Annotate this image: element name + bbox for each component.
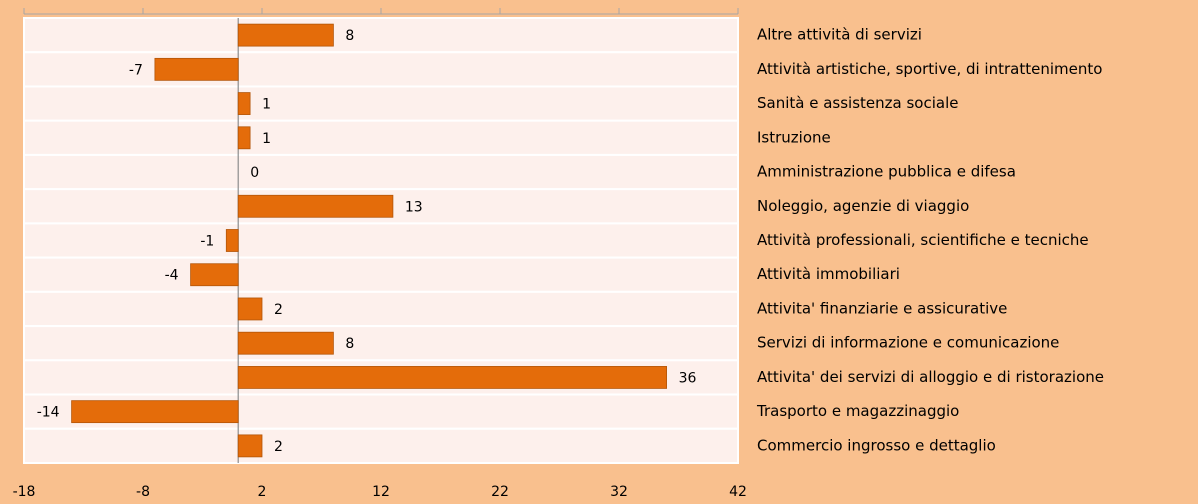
category-label: Attivita' dei servizi di alloggio e di r… xyxy=(757,368,1104,386)
bar xyxy=(237,23,334,47)
x-tick-label: -18 xyxy=(13,484,36,500)
x-tick-label: -8 xyxy=(136,484,150,500)
bar xyxy=(237,297,263,321)
category-label: Commercio ingrosso e dettaglio xyxy=(757,436,996,454)
data-label: -7 xyxy=(129,62,143,78)
data-label: -14 xyxy=(37,405,60,421)
row-band xyxy=(23,256,739,293)
x-tick-label: 2 xyxy=(258,484,267,500)
category-label: Amministrazione pubblica e difesa xyxy=(757,163,1016,181)
row-band xyxy=(23,119,739,156)
bar xyxy=(237,434,263,458)
bar xyxy=(237,126,251,150)
data-label: 8 xyxy=(345,28,354,44)
bar xyxy=(154,57,239,81)
x-tick-label: 22 xyxy=(491,484,509,500)
bar xyxy=(237,92,251,115)
data-label: 2 xyxy=(274,302,283,318)
data-label: 8 xyxy=(345,336,354,352)
bar xyxy=(190,263,239,287)
category-label: Attivita' finanziarie e assicurative xyxy=(757,299,1007,317)
x-tick-label: 42 xyxy=(729,484,747,500)
data-label: 2 xyxy=(274,439,283,455)
row-band xyxy=(23,222,739,259)
data-label: -4 xyxy=(165,268,179,284)
row-band xyxy=(23,290,739,328)
data-label: 13 xyxy=(405,199,423,215)
row-band xyxy=(23,17,739,54)
category-label: Attività artistiche, sportive, di intrat… xyxy=(757,60,1102,78)
row-band xyxy=(23,153,739,191)
row-band xyxy=(23,427,739,464)
bar xyxy=(237,194,394,218)
row-band xyxy=(23,51,739,88)
data-label: 0 xyxy=(250,165,259,181)
x-tick-label: 32 xyxy=(610,484,628,500)
data-label: -1 xyxy=(200,234,214,250)
category-label: Istruzione xyxy=(757,128,831,146)
category-label: Trasporto e magazzinaggio xyxy=(756,402,959,420)
bar xyxy=(237,366,667,389)
category-label: Noleggio, agenzie di viaggio xyxy=(757,197,969,215)
bar xyxy=(225,229,239,252)
category-label: Attività professionali, scientifiche e t… xyxy=(757,231,1089,249)
data-label: 1 xyxy=(262,131,271,147)
row-band xyxy=(23,325,739,362)
bar xyxy=(71,400,239,424)
data-label: 36 xyxy=(679,370,697,386)
data-label: 1 xyxy=(262,97,271,113)
category-label: Servizi di informazione e comunicazione xyxy=(757,334,1059,352)
category-label: Altre attività di servizi xyxy=(757,26,922,44)
category-label: Sanità e assistenza sociale xyxy=(757,94,958,112)
x-tick-label: 12 xyxy=(372,484,390,500)
row-band xyxy=(23,85,739,122)
bar xyxy=(237,331,334,355)
category-label: Attività immobiliari xyxy=(757,265,900,283)
